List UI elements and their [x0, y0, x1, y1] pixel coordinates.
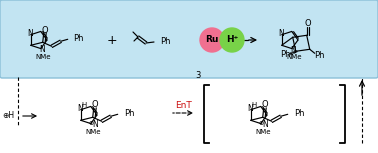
Text: Ph: Ph	[314, 51, 325, 60]
Text: Ph: Ph	[294, 109, 304, 118]
Circle shape	[220, 28, 244, 52]
Text: N: N	[247, 104, 253, 113]
Text: NMe: NMe	[286, 54, 302, 60]
Text: Ph: Ph	[73, 34, 83, 43]
Text: 3: 3	[196, 71, 201, 80]
Text: Ru: Ru	[205, 35, 219, 45]
Text: ⊕: ⊕	[258, 121, 263, 126]
Text: H⁺: H⁺	[226, 35, 238, 45]
Text: Ph: Ph	[160, 37, 170, 45]
Text: Ph: Ph	[124, 109, 134, 118]
Text: N: N	[27, 29, 33, 38]
Text: NMe: NMe	[35, 54, 51, 60]
Text: O: O	[262, 100, 268, 109]
Text: NMe: NMe	[85, 129, 101, 134]
Text: O: O	[304, 19, 311, 28]
Circle shape	[200, 28, 224, 52]
Text: N: N	[39, 45, 45, 54]
Text: N: N	[262, 120, 268, 129]
Text: ⊕H: ⊕H	[2, 112, 14, 121]
Text: EnT: EnT	[175, 101, 191, 110]
Text: N: N	[290, 46, 296, 55]
Text: N: N	[92, 120, 98, 129]
Text: N: N	[278, 29, 284, 38]
Text: ⊕: ⊕	[88, 121, 93, 126]
Text: +: +	[107, 34, 117, 47]
FancyBboxPatch shape	[0, 0, 378, 78]
Text: NMe: NMe	[255, 129, 271, 134]
Text: O: O	[91, 100, 98, 109]
Text: H: H	[252, 102, 257, 108]
Text: Ph: Ph	[280, 50, 291, 59]
Text: O: O	[42, 26, 48, 35]
Text: N: N	[77, 104, 83, 113]
Text: H: H	[82, 102, 87, 108]
